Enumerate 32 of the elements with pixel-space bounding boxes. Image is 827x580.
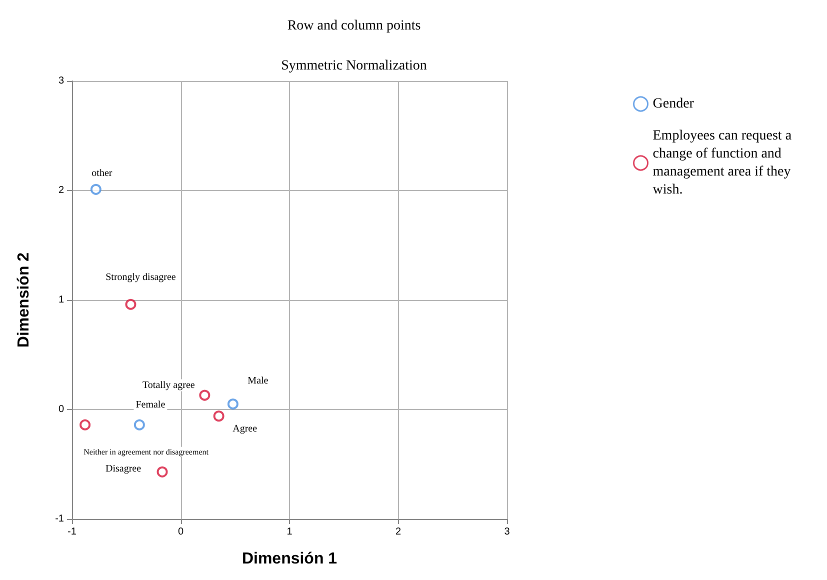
- point: [199, 390, 210, 401]
- y-tick-label: -1: [55, 514, 64, 524]
- x-tick-label: -1: [68, 526, 77, 538]
- y-tick-label: 1: [58, 294, 64, 306]
- annotation: Strongly disagree: [106, 272, 176, 283]
- chart-title: Row and column points: [287, 18, 421, 34]
- annotation: Totally agree: [142, 380, 196, 391]
- legend-label: Gender: [652, 96, 694, 112]
- point: [227, 398, 238, 410]
- y-axis-title: Dimensión 2: [16, 252, 32, 348]
- x-axis-title: Dimensión 1: [242, 550, 338, 568]
- chart-subtitle: Symmetric Normalization: [281, 58, 427, 74]
- annotation: Disagree: [105, 463, 142, 474]
- x-tick-label: 2: [395, 526, 402, 538]
- y-tick-label: 3: [58, 76, 64, 86]
- legend-label: Employees can request a change of function and management area if they wish.: [652, 128, 796, 198]
- point: [90, 184, 102, 195]
- y-tick-label: 2: [58, 185, 64, 196]
- point: [156, 466, 168, 478]
- y-tick-label: 0: [58, 404, 64, 415]
- point: [125, 298, 136, 310]
- x-tick-label: 3: [504, 526, 510, 538]
- annotation: Male: [248, 376, 269, 387]
- x-tick-label: 1: [286, 526, 293, 538]
- point: [134, 419, 145, 430]
- annotation: Neither in agreement nor disagreement: [84, 447, 210, 456]
- annotation: Agree: [232, 424, 258, 435]
- annotation: Female: [136, 399, 166, 410]
- x-tick-label: 0: [178, 526, 184, 538]
- annotation: other: [92, 168, 113, 179]
- point: [213, 410, 224, 422]
- point: [80, 419, 91, 430]
